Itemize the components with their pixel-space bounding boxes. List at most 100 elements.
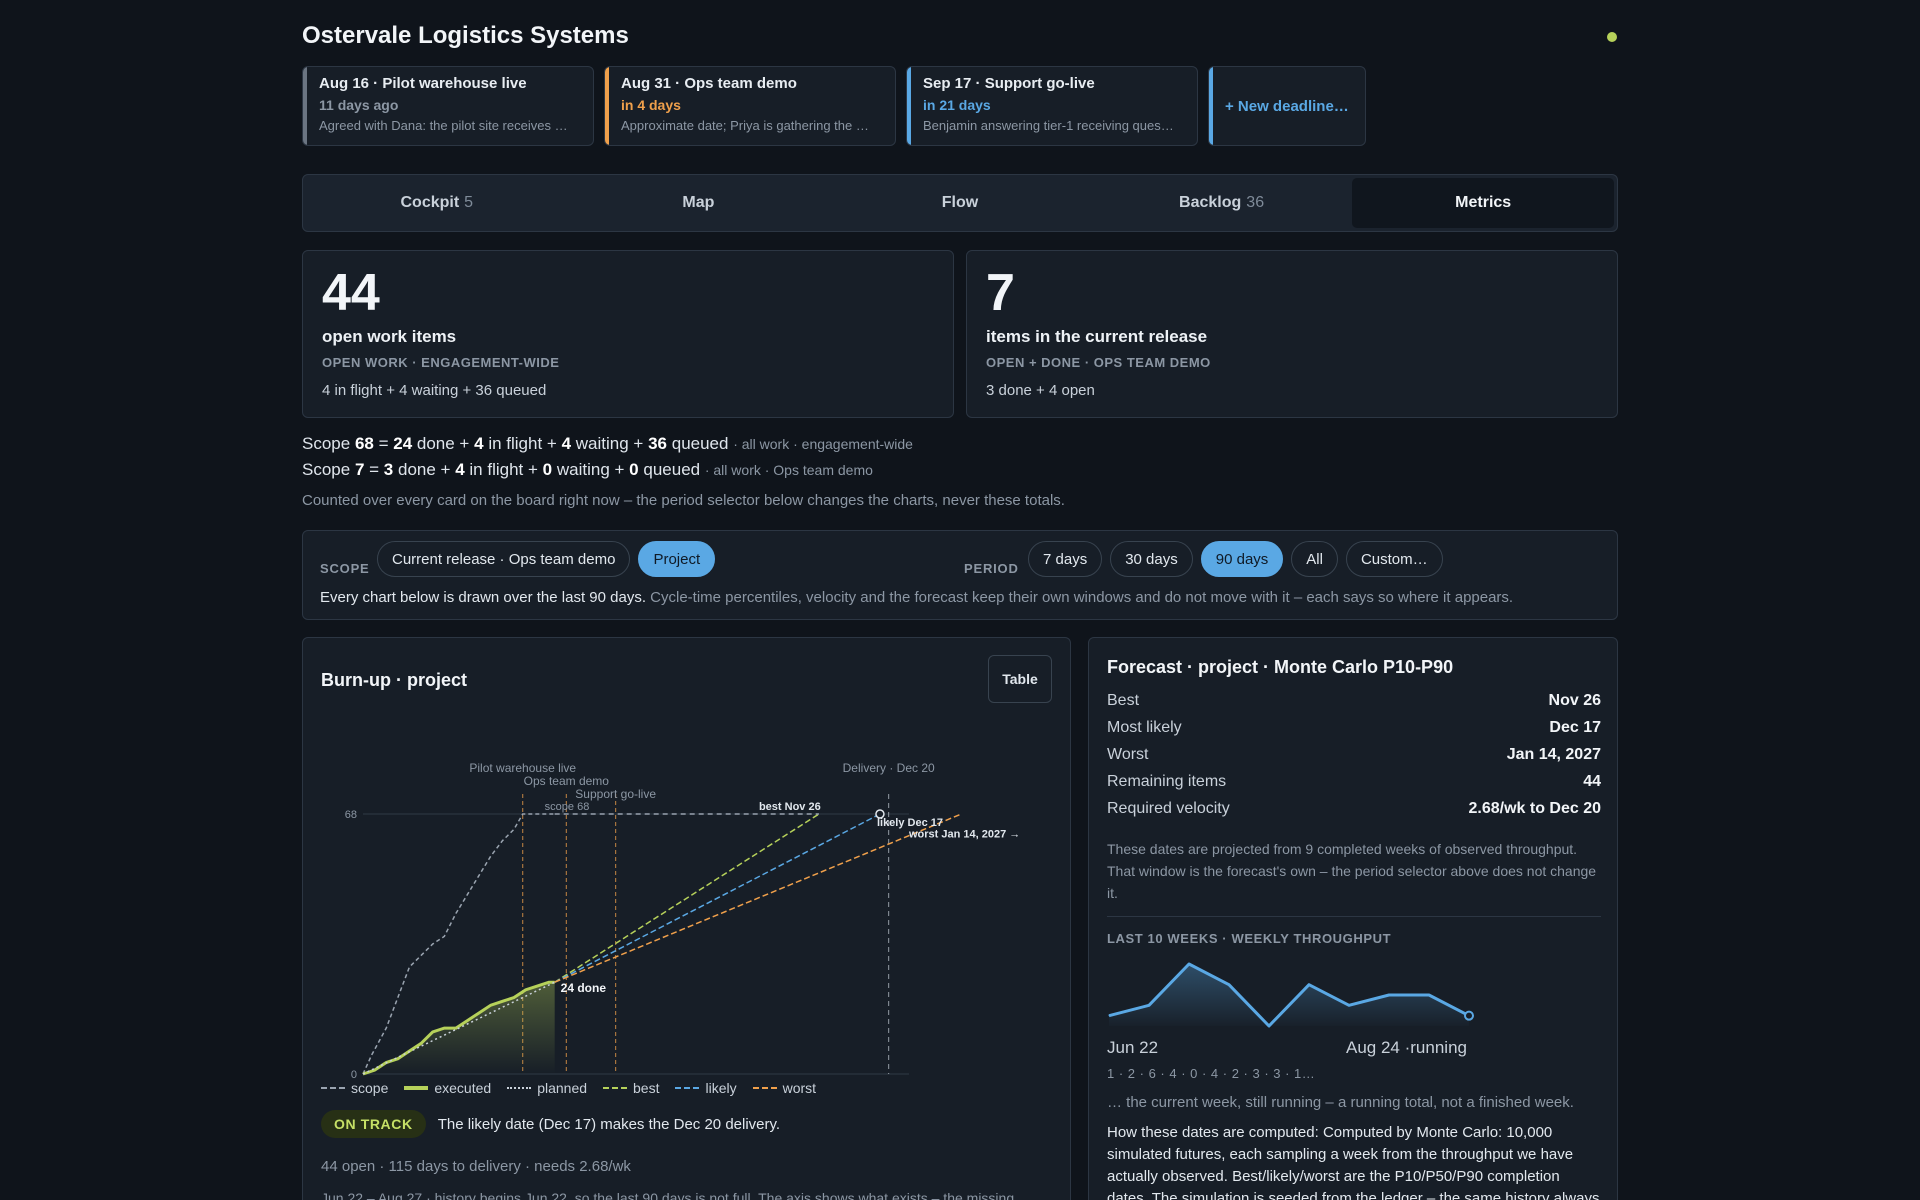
throughput-title: LAST 10 WEEKS · WEEKLY THROUGHPUT bbox=[1107, 931, 1392, 946]
scope-equation-release: Scope 7 = 3 done + 4 in flight + 0 waiti… bbox=[302, 460, 873, 479]
period-option-all[interactable]: All bbox=[1291, 541, 1338, 577]
scope-label: scope 68 bbox=[545, 801, 590, 813]
period-note-rest: Cycle-time percentiles, velocity and the… bbox=[646, 589, 1514, 606]
burnup-chart: 068Jun 22Jul 27Aug 31Oct 5Nov 9Dec 27Pil… bbox=[345, 761, 1021, 1078]
tab-label: Map bbox=[682, 194, 715, 211]
legend-label: worst bbox=[782, 1080, 817, 1096]
kpi-release-items: 7 items in the current release OPEN + DO… bbox=[966, 250, 1618, 418]
kpi-breakdown: 4 in flight + 4 waiting + 36 queued bbox=[322, 382, 547, 399]
tab-count: 5 bbox=[464, 194, 474, 211]
period-option-7-days[interactable]: 7 days bbox=[1028, 541, 1103, 577]
kpi-open-work: 44 open work items OPEN WORK · ENGAGEMEN… bbox=[302, 250, 954, 418]
forecast-row-likely: Most likely Dec 17 bbox=[1107, 719, 1601, 737]
period-option-90-days[interactable]: 90 days bbox=[1200, 541, 1284, 577]
new-deadline-button[interactable]: + New deadline… bbox=[1208, 66, 1366, 146]
table-toggle-button[interactable]: Table bbox=[988, 655, 1052, 703]
likely-series-line bbox=[554, 813, 881, 983]
scope-word: queued bbox=[671, 434, 729, 453]
worst-projection-label: worst Jan 14, 2027 → bbox=[908, 829, 1020, 841]
tab-cockpit[interactable]: Cockpit 5 bbox=[306, 178, 568, 228]
throughput-sparkline bbox=[1108, 962, 1474, 1028]
kpi-subtitle: OPEN + DONE · OPS TEAM DEMO bbox=[986, 355, 1211, 370]
forecast-panel: Forecast · project · Monte Carlo P10-P90… bbox=[1088, 637, 1618, 1200]
divider bbox=[1107, 916, 1601, 917]
row-value: Dec 17 bbox=[1549, 719, 1601, 736]
period-filter-label: PERIOD bbox=[964, 561, 1019, 576]
legend-label: best bbox=[633, 1080, 660, 1096]
legend-likely: likely bbox=[675, 1080, 737, 1096]
kpi-label: items in the current release bbox=[986, 327, 1208, 346]
best-series-line bbox=[554, 813, 820, 983]
scope-total: 68 bbox=[354, 434, 374, 453]
period-option-custom[interactable]: Custom… bbox=[1345, 541, 1443, 577]
tab-backlog[interactable]: Backlog 36 bbox=[1091, 178, 1353, 228]
period-options: 7 days 30 days 90 days All Custom… bbox=[1028, 541, 1443, 577]
throughput-point bbox=[1464, 1010, 1474, 1021]
kpi-label: open work items bbox=[322, 327, 457, 346]
tab-metrics[interactable]: Metrics bbox=[1352, 178, 1614, 228]
period-option-30-days[interactable]: 30 days bbox=[1110, 541, 1193, 577]
tab-flow[interactable]: Flow bbox=[829, 178, 1091, 228]
scope-total: 7 bbox=[354, 460, 365, 479]
milestone-label: Pilot warehouse live bbox=[469, 761, 576, 775]
scope-waiting: 0 bbox=[542, 460, 553, 479]
throughput-area bbox=[1109, 964, 1469, 1026]
forecast-title: Forecast · project · Monte Carlo P10-P90 bbox=[1107, 657, 1454, 677]
row-value: Nov 26 bbox=[1548, 692, 1601, 709]
forecast-note: These dates are projected from 9 complet… bbox=[1107, 841, 1597, 901]
legend-label: executed bbox=[434, 1080, 492, 1096]
legend-worst: worst bbox=[752, 1080, 817, 1096]
scope-context: · all work · Ops team demo bbox=[704, 462, 873, 478]
deadline-note: Agreed with Dana: the pilot site receive… bbox=[319, 118, 568, 133]
legend-label: planned bbox=[537, 1080, 588, 1096]
deadline-card[interactable]: Aug 16 · Pilot warehouse live 11 days ag… bbox=[302, 66, 594, 146]
deadline-relative: in 4 days bbox=[621, 97, 681, 113]
scope-context: · all work · engagement-wide bbox=[733, 436, 913, 452]
scope-filter-label: SCOPE bbox=[320, 561, 370, 576]
scope-equation-project: Scope 68 = 24 done + 4 in flight + 4 wai… bbox=[302, 434, 913, 453]
deadline-note: Benjamin answering tier-1 receiving ques… bbox=[923, 118, 1174, 133]
deadline-card[interactable]: Aug 31 · Ops team demo in 4 days Approxi… bbox=[604, 66, 896, 146]
chart-legend: scope executed planned best likely worst bbox=[321, 1080, 816, 1096]
row-key: Most likely bbox=[1107, 719, 1182, 736]
done-label: 24 done bbox=[561, 981, 607, 995]
deadline-title: Sep 17 · Support go-live bbox=[923, 75, 1095, 92]
throughput-point bbox=[1348, 1004, 1350, 1006]
legend-planned: planned bbox=[507, 1080, 587, 1096]
scope-word: waiting + bbox=[575, 434, 644, 453]
tab-label: Backlog bbox=[1179, 194, 1242, 211]
scope-flight: 4 bbox=[455, 460, 465, 479]
deadline-card[interactable]: Sep 17 · Support go-live in 21 days Benj… bbox=[906, 66, 1198, 146]
throughput-values: 1 · 2 · 6 · 4 · 0 · 4 · 2 · 3 · 3 · 1… bbox=[1107, 1066, 1316, 1081]
status-badge: ON TRACK bbox=[321, 1110, 426, 1138]
method-explanation: How these dates are computed: Computed b… bbox=[1107, 1124, 1600, 1200]
scope-waiting: 4 bbox=[561, 434, 572, 453]
kpi-breakdown: 3 done + 4 open bbox=[986, 382, 1095, 399]
tab-map[interactable]: Map bbox=[568, 178, 830, 228]
period-note: Every chart below is drawn over the last… bbox=[320, 589, 1513, 606]
tab-label: Metrics bbox=[1455, 194, 1512, 211]
deadline-note: Approximate date; Priya is gathering the… bbox=[621, 118, 869, 133]
scope-done: 3 bbox=[383, 460, 394, 479]
row-value: 44 bbox=[1583, 773, 1601, 790]
deadline-title: Aug 31 · Ops team demo bbox=[621, 75, 797, 92]
forecast-row-velocity: Required velocity 2.68/wk to Dec 20 bbox=[1107, 800, 1601, 818]
scope-option-current-release[interactable]: Current release · Ops team demo bbox=[377, 541, 631, 577]
filter-bar: SCOPE Current release · Ops team demo Pr… bbox=[302, 530, 1618, 620]
scope-option-project[interactable]: Project bbox=[638, 541, 716, 577]
throughput-point bbox=[1428, 994, 1430, 996]
scope-series-line bbox=[362, 813, 555, 1075]
throughput-end-label: Aug 24 ·running bbox=[1346, 1038, 1467, 1057]
counted-note: Counted over every card on the board rig… bbox=[302, 492, 1065, 509]
history-note: Jun 22 – Aug 27 · history begins Jun 22,… bbox=[321, 1190, 1015, 1200]
running-week-note: … the current week, still running – a ru… bbox=[1107, 1094, 1574, 1111]
status-text: The likely date (Dec 17) makes the Dec 2… bbox=[437, 1115, 781, 1133]
scope-queued: 36 bbox=[648, 434, 667, 453]
throughput-point bbox=[1388, 994, 1390, 996]
scope-options: Current release · Ops team demo Project bbox=[377, 541, 716, 577]
forecast-row-remaining: Remaining items 44 bbox=[1107, 773, 1601, 791]
new-deadline-label: + New deadline… bbox=[1225, 97, 1349, 115]
period-note-lead: Every chart below is drawn over the last… bbox=[320, 589, 646, 606]
forecast-row-worst: Worst Jan 14, 2027 bbox=[1107, 746, 1601, 764]
status-indicator-icon bbox=[1607, 32, 1617, 42]
